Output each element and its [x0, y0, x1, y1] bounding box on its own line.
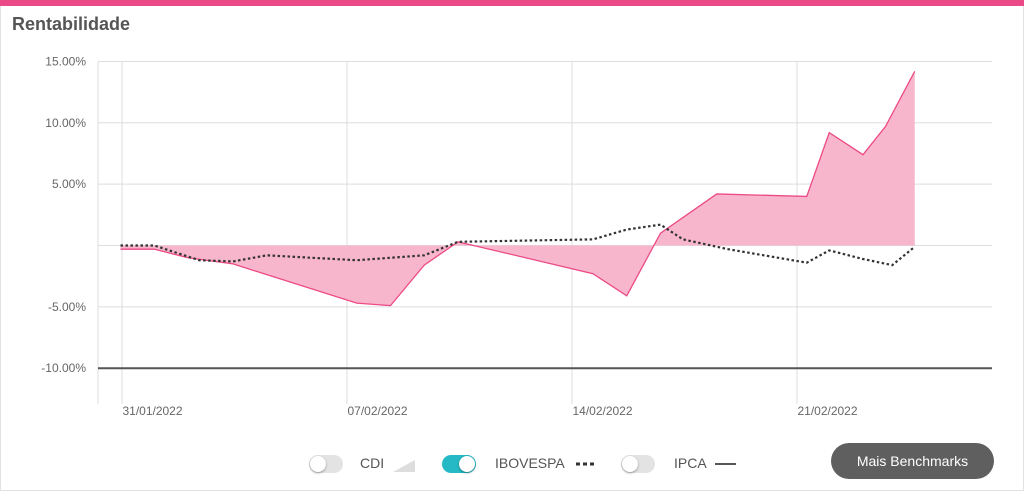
y-tick-label: 5.00%: [52, 177, 86, 191]
ipca-toggle[interactable]: [621, 455, 655, 473]
cdi-label: CDI: [360, 455, 385, 471]
x-tick-label: 07/02/2022: [347, 404, 407, 418]
x-tick-label: 21/02/2022: [797, 404, 857, 418]
y-tick-label: -10.00%: [41, 361, 86, 375]
portfolio-line: [120, 70, 916, 307]
y-tick-label: -5.00%: [48, 300, 86, 314]
solid-line-swatch-icon: [715, 463, 736, 465]
portfolio-area-fill: [120, 71, 915, 306]
benchmark-legend: CDI IBOVESPA IPCA: [0, 450, 1024, 480]
accent-bar: [0, 0, 1024, 6]
more-benchmarks-button[interactable]: Mais Benchmarks: [831, 443, 994, 479]
area-swatch-icon: [393, 460, 415, 472]
y-tick-label: 15.00%: [45, 54, 86, 68]
ibovespa-line: [120, 223, 916, 267]
y-tick-label: 10.00%: [45, 116, 86, 130]
cdi-toggle[interactable]: [309, 455, 343, 473]
x-tick-label: 14/02/2022: [572, 404, 632, 418]
dotted-line-swatch-icon: [576, 462, 597, 466]
ipca-label: IPCA: [674, 455, 707, 471]
x-tick-label: 31/01/2022: [122, 404, 182, 418]
toggle-knob: [459, 456, 475, 472]
toggle-knob: [310, 456, 326, 472]
rentabilidade-chart: 15.00% 10.00% 5.00% -5.00% -10.00% 31/01/2022…: [41, 54, 992, 418]
ibovespa-toggle[interactable]: [442, 455, 476, 473]
chart-title: Rentabilidade: [12, 14, 131, 34]
toggle-knob: [622, 456, 638, 472]
ibovespa-label: IBOVESPA: [495, 455, 565, 471]
